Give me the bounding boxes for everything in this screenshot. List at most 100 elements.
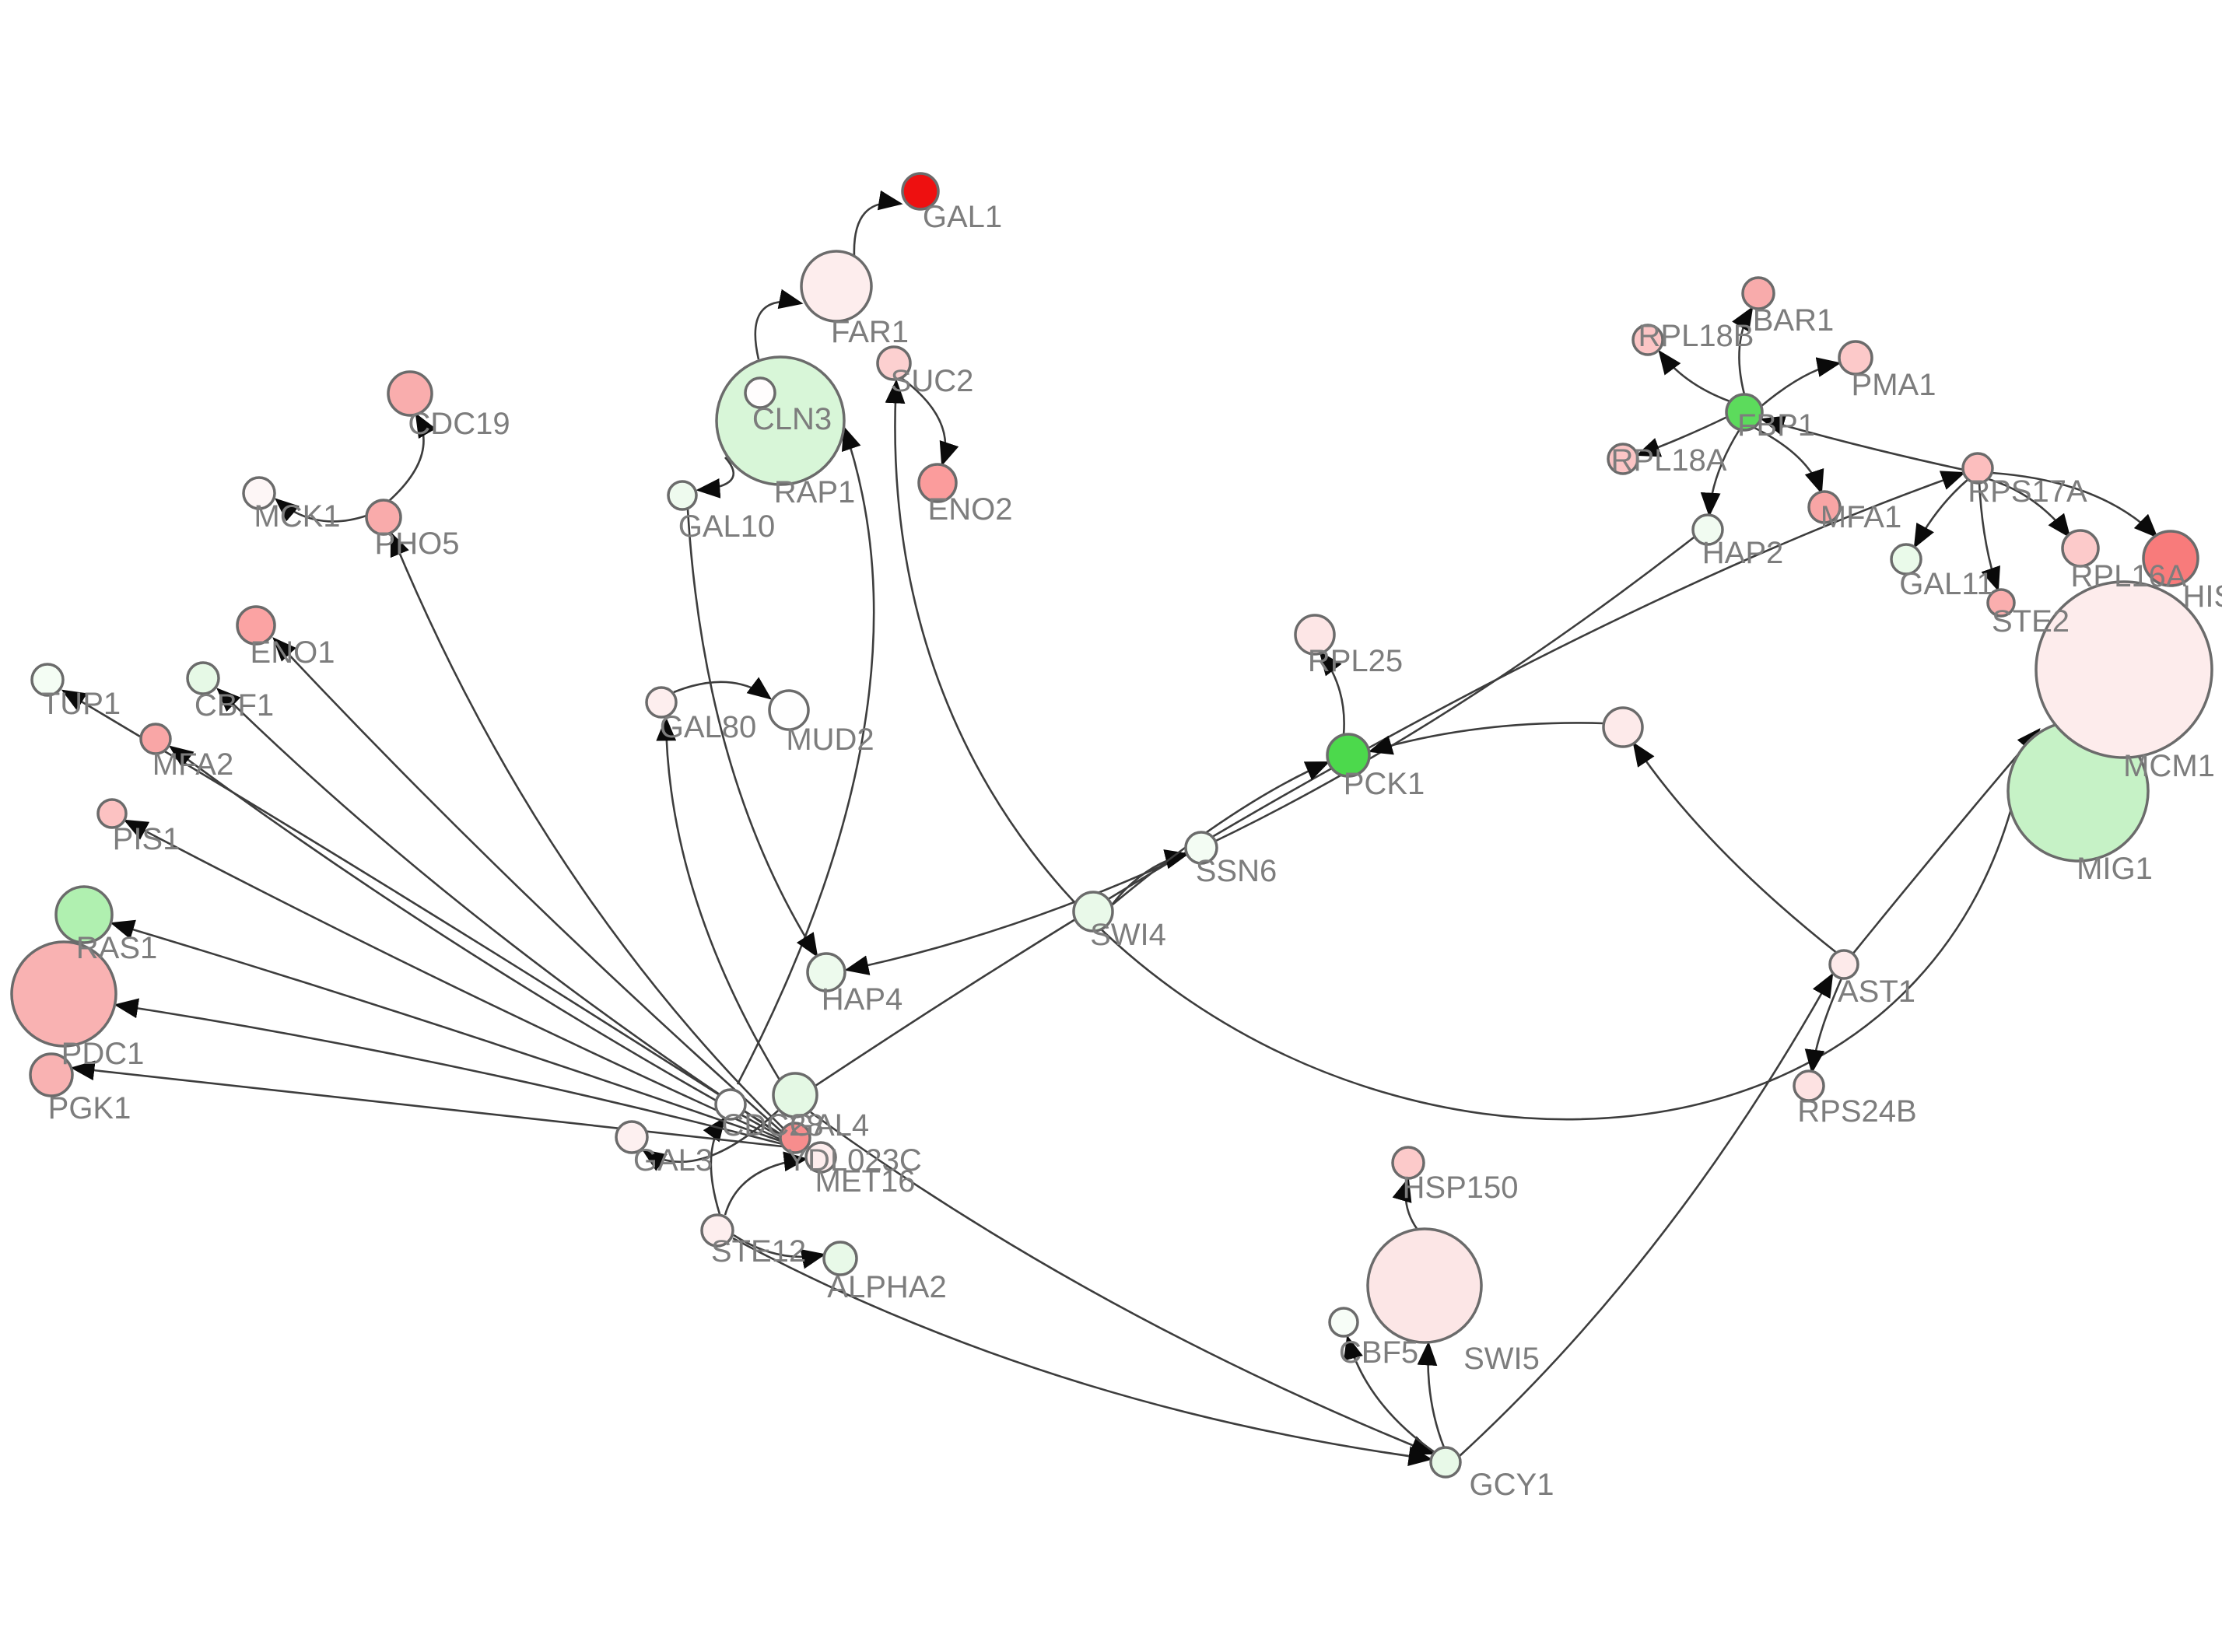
node-RPS24B[interactable] xyxy=(1793,1069,1825,1102)
node-RAS1[interactable] xyxy=(54,885,114,944)
node-MFA1[interactable] xyxy=(1807,490,1842,524)
edge-YDL023C-TUP1[interactable] xyxy=(61,689,783,1137)
edge-RPS17A-FBP1[interactable] xyxy=(1760,415,1964,471)
edge-SUC2-ENO2[interactable] xyxy=(902,377,959,467)
node-PCK1[interactable] xyxy=(1326,733,1371,778)
edge-FBP1-RPL18A[interactable] xyxy=(1635,415,1728,457)
node-GAL10[interactable] xyxy=(667,480,698,511)
node-SWI5[interactable] xyxy=(1366,1227,1483,1344)
edge-NODE_P1-PCK1[interactable] xyxy=(1368,722,1604,755)
edge-FAR1-GAL1[interactable] xyxy=(853,190,903,257)
node-SWI4[interactable] xyxy=(1072,891,1114,933)
node-STE12[interactable] xyxy=(700,1213,734,1248)
edge-HAP2-HAP4[interactable] xyxy=(844,536,1695,975)
node-SUC2[interactable] xyxy=(876,345,912,381)
edge-GAL80-MUD2[interactable] xyxy=(673,677,773,700)
edge-YDL023C-CBF1[interactable] xyxy=(216,688,783,1138)
edge-PHO5-MCK1[interactable] xyxy=(275,498,367,523)
node-STE2[interactable] xyxy=(1986,588,2016,618)
node-TUP1[interactable] xyxy=(30,663,65,697)
node-NODE_W1[interactable] xyxy=(744,376,776,409)
edge-STE12-MET16[interactable] xyxy=(724,1151,808,1216)
edge-GAL4-GCY1[interactable] xyxy=(810,1111,1435,1455)
edge-AST1-RPS24B[interactable] xyxy=(1804,978,1843,1074)
edge-GCY1-AST1[interactable] xyxy=(1459,972,1834,1457)
node-GAL11[interactable] xyxy=(1890,543,1922,576)
node-GAL4[interactable] xyxy=(772,1072,818,1118)
edge-FBP1-RPL18B[interactable] xyxy=(1658,349,1733,404)
node-ENO2[interactable] xyxy=(917,463,958,503)
node-RPL16A[interactable] xyxy=(2061,529,2100,568)
edge-YDL023C-RAS1[interactable] xyxy=(110,919,783,1143)
node-HAP4[interactable] xyxy=(806,952,846,992)
node-RPS17A[interactable] xyxy=(1961,452,1994,485)
edge-SWI4-SSN6[interactable] xyxy=(1109,849,1190,907)
node-MUD2[interactable] xyxy=(768,689,810,731)
edge-SWI5-HSP150[interactable] xyxy=(1392,1177,1419,1230)
edge-YDL023C-PDC1[interactable] xyxy=(114,998,783,1146)
edge-GAL10-HAP4[interactable] xyxy=(686,509,818,958)
edge-RPS17A-GAL11[interactable] xyxy=(1913,478,1969,549)
node-GAL1[interactable] xyxy=(901,172,940,211)
edge-GAL4-RPS17A[interactable] xyxy=(812,471,1966,1089)
edge-FBP1-PMA1[interactable] xyxy=(1761,357,1842,407)
edge-PCK1-RPL25[interactable] xyxy=(1319,650,1345,736)
edge-CLN3-GAL10[interactable] xyxy=(696,457,735,499)
node-CDC19[interactable] xyxy=(387,370,433,417)
node-ENO1[interactable] xyxy=(236,605,276,646)
node-HSP150[interactable] xyxy=(1391,1146,1425,1180)
edge-AST1-NODE_P1[interactable] xyxy=(1632,741,1838,955)
edge-PHO5-CDC19[interactable] xyxy=(388,412,436,502)
node-PIS1[interactable] xyxy=(96,798,128,829)
node-MFA2[interactable] xyxy=(139,723,172,755)
edge-YDL023C-PHO5[interactable] xyxy=(390,531,785,1130)
node-GCY1[interactable] xyxy=(1429,1446,1462,1479)
edge-RPS17A-RPL16A[interactable] xyxy=(1988,478,2071,539)
node-RPL18A[interactable] xyxy=(1607,443,1639,475)
edge-FBP1-HAP2[interactable] xyxy=(1700,429,1741,517)
edge-YDL023C-ENO1[interactable] xyxy=(272,637,784,1134)
node-CLN3[interactable] xyxy=(715,355,846,486)
node-ALPHA2[interactable] xyxy=(822,1241,858,1276)
node-SSN6[interactable] xyxy=(1184,831,1218,865)
node-MET16[interactable] xyxy=(804,1141,837,1174)
node-PMA1[interactable] xyxy=(1838,340,1873,376)
node-HAP2[interactable] xyxy=(1691,513,1724,546)
node-MCK1[interactable] xyxy=(242,476,276,510)
node-CBF5[interactable] xyxy=(1328,1307,1359,1338)
edge-MIG1-SUC2[interactable] xyxy=(885,379,2013,1121)
edge-GCY1-CBF5[interactable] xyxy=(1343,1335,1436,1454)
edge-RPS17A-HIS4[interactable] xyxy=(1991,471,2158,538)
edge-YDL023C-MFA2[interactable] xyxy=(168,745,783,1139)
node-CDC28[interactable] xyxy=(714,1088,747,1121)
node-GAL80[interactable] xyxy=(645,686,678,719)
node-PGK1[interactable] xyxy=(29,1052,74,1097)
edge-FBP1-MFA1[interactable] xyxy=(1754,426,1824,495)
edge-CDC28-CLN3[interactable] xyxy=(736,425,875,1085)
node-FBP1[interactable] xyxy=(1725,393,1764,432)
node-BAR1[interactable] xyxy=(1741,276,1775,310)
node-RPL25[interactable] xyxy=(1294,614,1336,656)
edge-STE12-GCY1[interactable] xyxy=(732,1237,1433,1466)
edge-GAL4-GAL3[interactable] xyxy=(641,1110,779,1171)
node-HIS4[interactable] xyxy=(2142,530,2199,587)
node-GAL3[interactable] xyxy=(615,1120,649,1154)
node-NODE_P1[interactable] xyxy=(1602,706,1644,748)
edge-CLN3-FAR1[interactable] xyxy=(754,289,804,360)
node-FAR1[interactable] xyxy=(800,250,873,323)
node-CBF1[interactable] xyxy=(186,661,220,695)
edge-YDL023C-PIS1[interactable] xyxy=(123,819,783,1142)
edge-AST1-MCM1[interactable] xyxy=(1851,728,2041,955)
node-AST1[interactable] xyxy=(1828,949,1859,980)
edge-YDL023C-PGK1[interactable] xyxy=(70,1060,783,1148)
edge-STE12-ALPHA2[interactable] xyxy=(733,1234,826,1269)
node-PDC1[interactable] xyxy=(10,940,117,1048)
edge-GCY1-SWI5[interactable] xyxy=(1417,1341,1446,1448)
edge-RPS17A-STE2[interactable] xyxy=(1978,481,2000,592)
node-PHO5[interactable] xyxy=(365,499,402,536)
node-MCM1[interactable] xyxy=(2034,580,2213,759)
node-RPL18B[interactable] xyxy=(1631,324,1664,356)
node-YDL023C[interactable] xyxy=(779,1122,811,1154)
edge-STE12-CDC28[interactable] xyxy=(703,1116,726,1215)
